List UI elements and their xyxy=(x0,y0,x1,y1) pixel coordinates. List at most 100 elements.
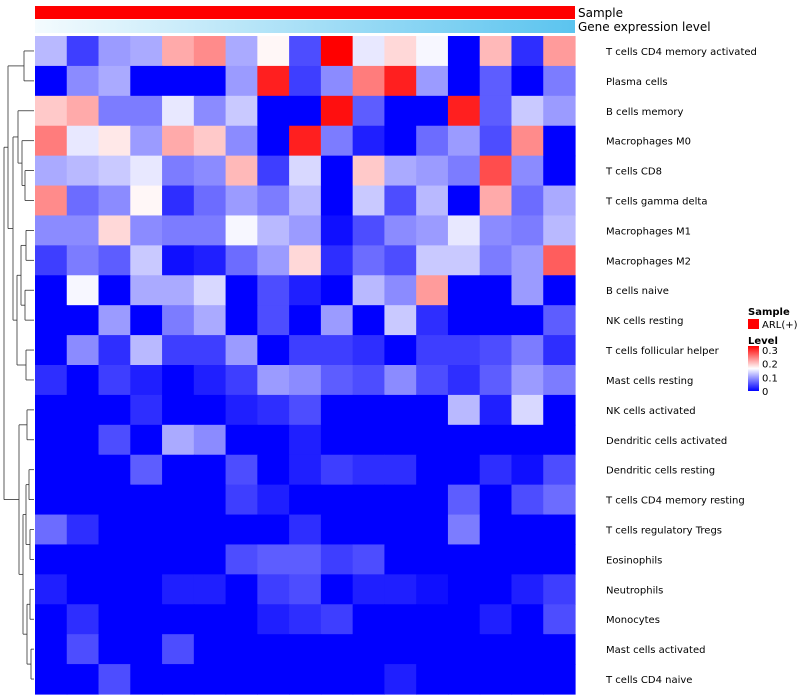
row-label: Mast cells activated xyxy=(606,645,705,656)
heatmap-cell xyxy=(193,604,227,635)
expression-annotation-bar xyxy=(35,20,575,33)
heatmap-cell xyxy=(162,394,195,426)
heatmap-cell xyxy=(193,305,227,336)
heatmap-cell xyxy=(447,245,481,276)
heatmap-cell xyxy=(543,185,576,217)
heatmap-cell xyxy=(162,634,195,665)
heatmap-cell xyxy=(35,514,68,546)
heatmap-cell xyxy=(130,335,163,366)
heatmap-cell xyxy=(193,185,227,217)
heatmap-cell xyxy=(98,574,131,605)
row-label: Macrophages M2 xyxy=(606,256,691,267)
heatmap-cell xyxy=(479,245,513,276)
heatmap-cell xyxy=(479,604,513,635)
heatmap-cell xyxy=(479,185,513,217)
heatmap-cell xyxy=(543,664,576,695)
heatmap-cell xyxy=(162,664,195,695)
heatmap-cell xyxy=(447,65,481,97)
heatmap-cell xyxy=(130,484,163,516)
heatmap-cell xyxy=(225,574,258,605)
heatmap-cell xyxy=(225,305,258,336)
row-label: T cells CD8 xyxy=(605,167,662,178)
row-label: Macrophages M0 xyxy=(606,137,691,148)
heatmap-cell xyxy=(352,335,386,366)
heatmap-cell xyxy=(447,604,481,635)
heatmap-cell xyxy=(35,454,68,486)
heatmap-cell xyxy=(193,484,227,516)
heatmap-cell xyxy=(289,424,322,456)
heatmap-cell xyxy=(384,245,417,276)
heatmap-cell xyxy=(98,245,131,276)
sample-annotation-bar xyxy=(35,6,575,19)
heatmap-cell xyxy=(352,634,386,665)
heatmap-cell xyxy=(98,275,131,306)
heatmap-cell xyxy=(225,454,258,486)
heatmap-cell xyxy=(416,36,449,67)
heatmap-cell xyxy=(289,125,322,157)
heatmap-cell xyxy=(66,604,100,635)
row-label: T cells follicular helper xyxy=(605,346,720,357)
heatmap-cell xyxy=(257,664,290,695)
heatmap-cell xyxy=(98,215,131,246)
heatmap-cell xyxy=(289,544,322,575)
heatmap-cell xyxy=(479,634,513,665)
heatmap-cell xyxy=(447,95,481,127)
heatmap-cell xyxy=(130,125,163,157)
heatmap-cell xyxy=(35,275,68,306)
heatmap-cell xyxy=(447,454,481,486)
heatmap-cell xyxy=(225,215,258,246)
heatmap-cell xyxy=(98,125,131,157)
heatmap-cell xyxy=(543,604,576,635)
heatmap-cell xyxy=(320,394,354,426)
heatmap-cell xyxy=(98,394,131,426)
heatmap-cell xyxy=(479,454,513,486)
heatmap-cell xyxy=(511,155,544,187)
heatmap-cell xyxy=(130,65,163,97)
heatmap-cell xyxy=(162,365,195,396)
heatmap-cell xyxy=(416,335,449,366)
heatmap-cell xyxy=(225,125,258,157)
heatmap-cell xyxy=(98,634,131,665)
heatmap-cell xyxy=(384,155,417,187)
heatmap-cell xyxy=(352,514,386,546)
heatmap-cell xyxy=(511,394,544,426)
heatmap-cell xyxy=(511,95,544,127)
heatmap-cell xyxy=(416,394,449,426)
heatmap-cell xyxy=(257,424,290,456)
heatmap-cell xyxy=(35,394,68,426)
row-label: Macrophages M1 xyxy=(606,226,691,237)
heatmap-cell xyxy=(543,454,576,486)
heatmap-cell xyxy=(193,634,227,665)
legend-level-colorbar xyxy=(748,346,759,391)
heatmap-cell xyxy=(289,604,322,635)
heatmap-cell xyxy=(130,215,163,246)
heatmap-cell xyxy=(352,125,386,157)
heatmap-cell xyxy=(416,185,449,217)
heatmap-cell xyxy=(384,634,417,665)
heatmap-cell xyxy=(384,454,417,486)
heatmap-cell xyxy=(447,155,481,187)
heatmap-cell xyxy=(289,394,322,426)
legend-level-title: Level xyxy=(748,336,778,347)
expression-track-label: Gene expression level xyxy=(578,20,711,34)
heatmap-cell xyxy=(479,544,513,575)
heatmap-cell xyxy=(352,574,386,605)
heatmap-cell xyxy=(98,335,131,366)
heatmap-cell xyxy=(352,65,386,97)
heatmap-cell xyxy=(289,215,322,246)
heatmap-cell xyxy=(352,484,386,516)
heatmap-cell xyxy=(447,36,481,67)
heatmap-cell xyxy=(66,65,100,97)
heatmap-cell xyxy=(416,65,449,97)
heatmap-cell xyxy=(289,335,322,366)
heatmap-cell xyxy=(162,335,195,366)
heatmap-cell xyxy=(511,484,544,516)
heatmap-cell xyxy=(384,36,417,67)
heatmap-cell xyxy=(479,215,513,246)
heatmap-cell xyxy=(479,335,513,366)
heatmap-cell xyxy=(511,604,544,635)
heatmap-cell xyxy=(193,544,227,575)
heatmap-cell xyxy=(289,454,322,486)
legend-tick-label: 0 xyxy=(762,387,768,398)
heatmap-cell xyxy=(66,394,100,426)
